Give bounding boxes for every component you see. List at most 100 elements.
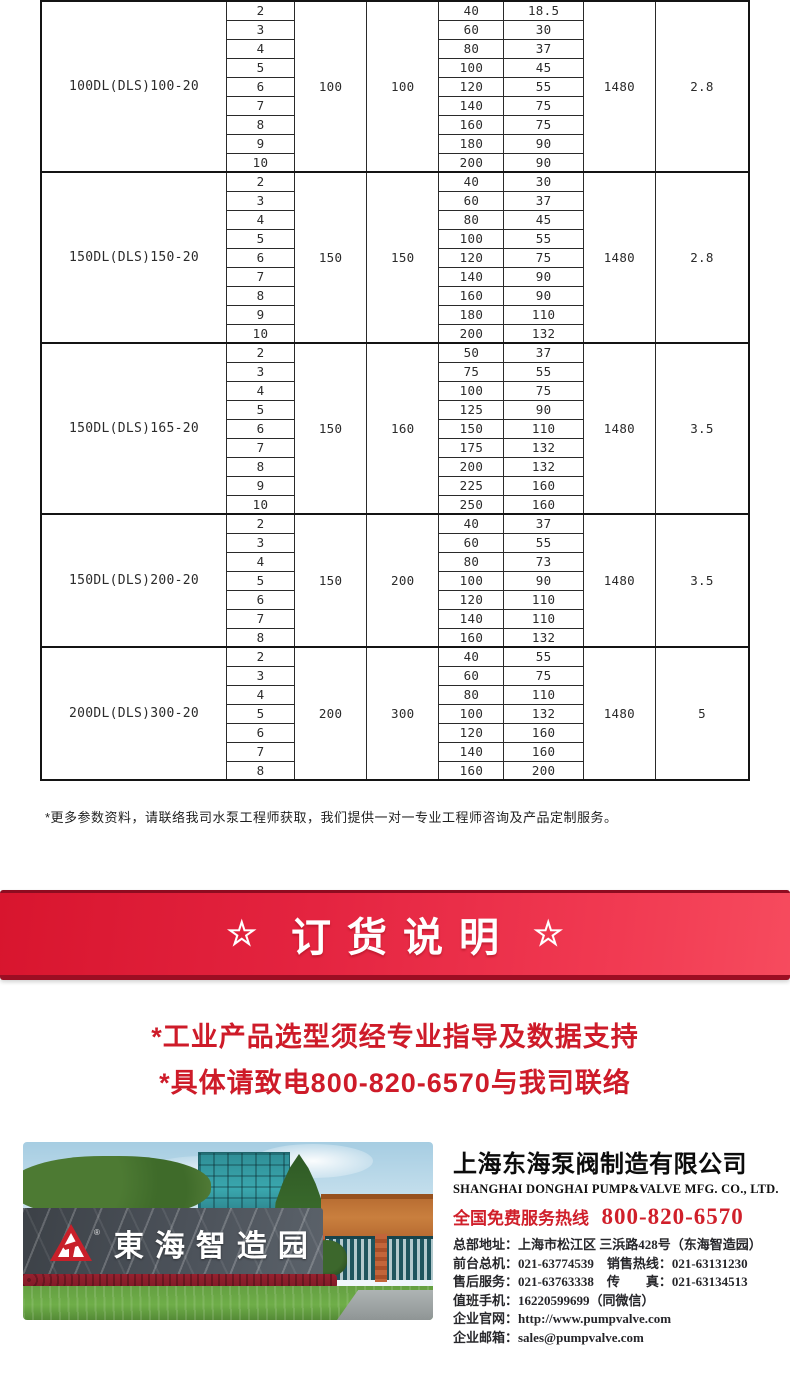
- table-row: 8 160 132: [41, 627, 749, 648]
- stage-cell: 7: [226, 266, 295, 287]
- table-row: 6 150 110: [41, 418, 749, 439]
- banner-title: 订货说明: [291, 916, 515, 960]
- head-cell: 90: [503, 152, 584, 173]
- contact-after-sales: 售后服务：021-63763338 传 真：021-63134513: [453, 1274, 748, 1289]
- company-footer: ® 東海智造园 上海东海泵阀制造有限公司 SHANGHAI DONGHAI PU…: [23, 1142, 779, 1347]
- table-row: 8 160 90: [41, 285, 749, 306]
- head-cell: 55: [503, 361, 584, 382]
- speed-cell: 1480: [582, 0, 656, 173]
- star-right-icon: ☆: [533, 915, 564, 953]
- stage-cell: 7: [226, 608, 295, 629]
- flow-cell: 60: [438, 19, 505, 40]
- table-row: 150DL(DLS)165-20 2 150 160 50 37 1480 3.5: [40, 342, 750, 515]
- flow-cell: 40: [438, 171, 505, 192]
- head-cell: 132: [503, 627, 584, 648]
- flow-cell: 250: [438, 494, 505, 515]
- speed-cell: 1480: [582, 342, 656, 515]
- contact-email-link[interactable]: 企业邮箱：sales@pumpvalve.com: [453, 1329, 644, 1345]
- head-cell: 45: [503, 57, 584, 78]
- inlet-cell: 150: [293, 513, 368, 648]
- flow-cell: 100: [438, 380, 505, 401]
- flow-cell: 120: [438, 722, 505, 743]
- head-cell: 160: [503, 494, 584, 515]
- stage-cell: 9: [226, 475, 295, 496]
- flow-cell: 80: [438, 209, 505, 230]
- order-instructions-banner: ☆ 订货说明 ☆: [0, 890, 790, 980]
- company-name-en: SHANGHAI DONGHAI PUMP&VALVE MFG. CO., LT…: [453, 1182, 779, 1196]
- stage-cell: 10: [226, 494, 295, 515]
- stage-cell: 9: [226, 133, 295, 154]
- table-row: 4 100 75: [41, 380, 749, 401]
- head-cell: 132: [503, 703, 584, 724]
- head-cell: 75: [503, 247, 584, 268]
- table-row: 3 60 37: [41, 190, 749, 211]
- flow-cell: 40: [438, 0, 505, 21]
- flow-cell: 80: [438, 551, 505, 572]
- head-cell: 18.5: [503, 0, 584, 21]
- stone-sign-wall: ® 東海智造园: [23, 1208, 323, 1278]
- flow-cell: 120: [438, 76, 505, 97]
- flow-cell: 140: [438, 95, 505, 116]
- warning-line-1: *工业产品选型须经专业指导及数据支持: [151, 1022, 639, 1052]
- orange-building: [321, 1194, 433, 1240]
- contact-front-desk: 前台总机：021-63774539 销售热线：021-63131230: [453, 1255, 748, 1271]
- sign-text: 東海智造园: [113, 1230, 319, 1263]
- flow-cell: 160: [438, 114, 505, 135]
- flow-cell: 120: [438, 589, 505, 610]
- flow-cell: 80: [438, 38, 505, 59]
- stage-cell: 3: [226, 665, 295, 686]
- stage-cell: 8: [226, 456, 295, 477]
- stage-cell: 2: [226, 342, 295, 363]
- stage-cell: 4: [226, 38, 295, 59]
- head-cell: 90: [503, 266, 584, 287]
- factory-entrance-photo: ® 東海智造园: [23, 1142, 433, 1320]
- stage-cell: 4: [226, 380, 295, 401]
- inlet-cell: 150: [293, 342, 368, 515]
- stage-cell: 6: [226, 418, 295, 439]
- contact-list: 总部地址：上海市松江区 三浜路428号（东海智造园） 前台总机：021-6377…: [453, 1236, 779, 1347]
- flow-cell: 100: [438, 228, 505, 249]
- stage-cell: 4: [226, 551, 295, 572]
- stage-cell: 7: [226, 741, 295, 762]
- table-row: 150DL(DLS)200-20 2 150 200 40 37 1480 3.5: [40, 513, 750, 648]
- contact-address: 总部地址：上海市松江区 三浜路428号（东海智造园）: [453, 1237, 762, 1252]
- trees: [23, 1156, 211, 1218]
- head-cell: 37: [503, 342, 584, 363]
- head-cell: 75: [503, 95, 584, 116]
- table-row: 4 80 110: [41, 684, 749, 705]
- head-cell: 132: [503, 323, 584, 344]
- flow-cell: 150: [438, 418, 505, 439]
- flower-hedge: [23, 1274, 337, 1289]
- stage-cell: 5: [226, 57, 295, 78]
- table-row: 7 175 132: [41, 437, 749, 458]
- table-row: 7 140 160: [41, 741, 749, 762]
- speed-cell: 1480: [582, 171, 656, 344]
- company-sign: ® 東海智造园: [49, 1221, 319, 1265]
- pump-spec-table-body: 100DL(DLS)100-20 2 100 100 40 18.5 1480 2.8 3 60 3…: [40, 0, 750, 781]
- flow-cell: 200: [438, 323, 505, 344]
- model-cell: 150DL(DLS)165-20: [40, 342, 227, 515]
- flow-cell: 80: [438, 684, 505, 705]
- stage-cell: 5: [226, 570, 295, 591]
- contact-website-link[interactable]: 企业官网：http://www.pumpvalve.com: [453, 1311, 672, 1326]
- stage-cell: 10: [226, 152, 295, 173]
- flow-cell: 50: [438, 342, 505, 363]
- head-cell: 55: [503, 532, 584, 553]
- power-cell: 3.5: [654, 513, 750, 648]
- flow-cell: 160: [438, 760, 505, 781]
- flow-cell: 175: [438, 437, 505, 458]
- table-row: 7 140 90: [41, 266, 749, 287]
- flow-cell: 100: [438, 703, 505, 724]
- star-left-icon: ☆: [226, 915, 257, 953]
- head-cell: 132: [503, 456, 584, 477]
- contact-duty-phone: 值班手机：16220599699（同微信）: [453, 1292, 655, 1308]
- stage-cell: 7: [226, 437, 295, 458]
- head-cell: 55: [503, 646, 584, 667]
- flow-cell: 60: [438, 532, 505, 553]
- table-row: 5 100 132: [41, 703, 749, 724]
- head-cell: 55: [503, 228, 584, 249]
- outlet-cell: 160: [366, 342, 440, 515]
- stage-cell: 3: [226, 361, 295, 382]
- power-cell: 2.8: [654, 0, 750, 173]
- stage-cell: 4: [226, 209, 295, 230]
